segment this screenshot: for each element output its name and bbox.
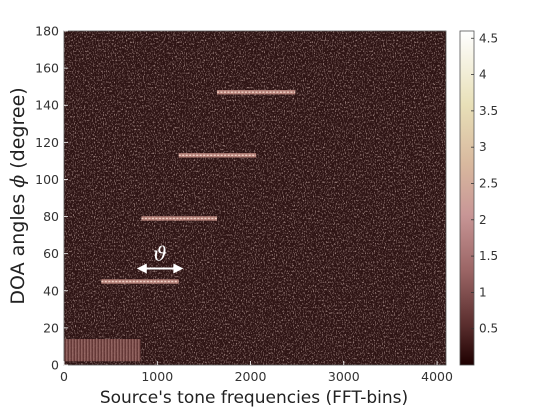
- colorbar-tick-label: 1.5: [479, 249, 498, 263]
- colorbar-tick-label: 1: [479, 285, 487, 299]
- colorbar-tick-label: 2: [479, 213, 487, 227]
- y-tick-label: 60: [43, 246, 59, 261]
- low-frequency-band: [64, 339, 141, 362]
- segments-layer: [101, 90, 296, 284]
- y-tick-label: 80: [43, 209, 59, 224]
- colorbar-tick-label: 3.5: [479, 104, 498, 118]
- y-axis-label-suffix: (degree): [7, 87, 29, 174]
- colorbar: 0.5 1 1.5 2 2.5 3 3.5 4 4.5: [459, 30, 498, 366]
- x-tick-label: 3000: [328, 369, 360, 384]
- colorbar-tick-label: 2.5: [479, 176, 498, 190]
- x-tick-label: 2000: [235, 369, 267, 384]
- segment-2: [141, 216, 217, 221]
- annotation-layer: ϑ: [136, 242, 184, 274]
- colorbar-tick-label: 4.5: [479, 31, 498, 45]
- y-tick-label: 120: [35, 135, 59, 150]
- y-axis: 0 20 40 60 80 100 120 140 160 180: [35, 24, 68, 373]
- plot-frame: [63, 30, 447, 366]
- y-tick-label: 0: [51, 358, 59, 373]
- x-axis: 0 1000 2000 3000 4000: [60, 361, 453, 384]
- plot-area: [63, 30, 447, 366]
- y-tick-label: 160: [35, 61, 59, 76]
- annotation-arrow-right-head: [173, 263, 184, 274]
- x-tick-label: 0: [60, 369, 68, 384]
- y-tick-label: 140: [35, 98, 59, 113]
- y-axis-label-symbol: ϕ: [7, 175, 29, 188]
- colorbar-gradient: [459, 30, 475, 366]
- colorbar-tick-label: 3: [479, 140, 487, 154]
- colorbar-tick-label: 0.5: [479, 322, 498, 336]
- y-tick-label: 100: [35, 172, 59, 187]
- y-tick-label: 20: [43, 320, 59, 335]
- y-tick-label: 40: [43, 283, 59, 298]
- annotation-arrow-left-head: [136, 263, 147, 274]
- annotation-symbol: ϑ: [153, 242, 167, 266]
- x-tick-label: 1000: [141, 369, 173, 384]
- x-axis-label: Source's tone frequencies (FFT-bins): [100, 388, 408, 408]
- colorbar-tick-label: 4: [479, 68, 487, 82]
- y-axis-label-text: DOA angles: [7, 188, 29, 305]
- y-tick-label: 180: [35, 24, 59, 39]
- y-axis-label: DOA angles ϕ (degree): [7, 87, 29, 304]
- heatmap-noise: [64, 31, 446, 365]
- x-tick-label: 4000: [421, 369, 453, 384]
